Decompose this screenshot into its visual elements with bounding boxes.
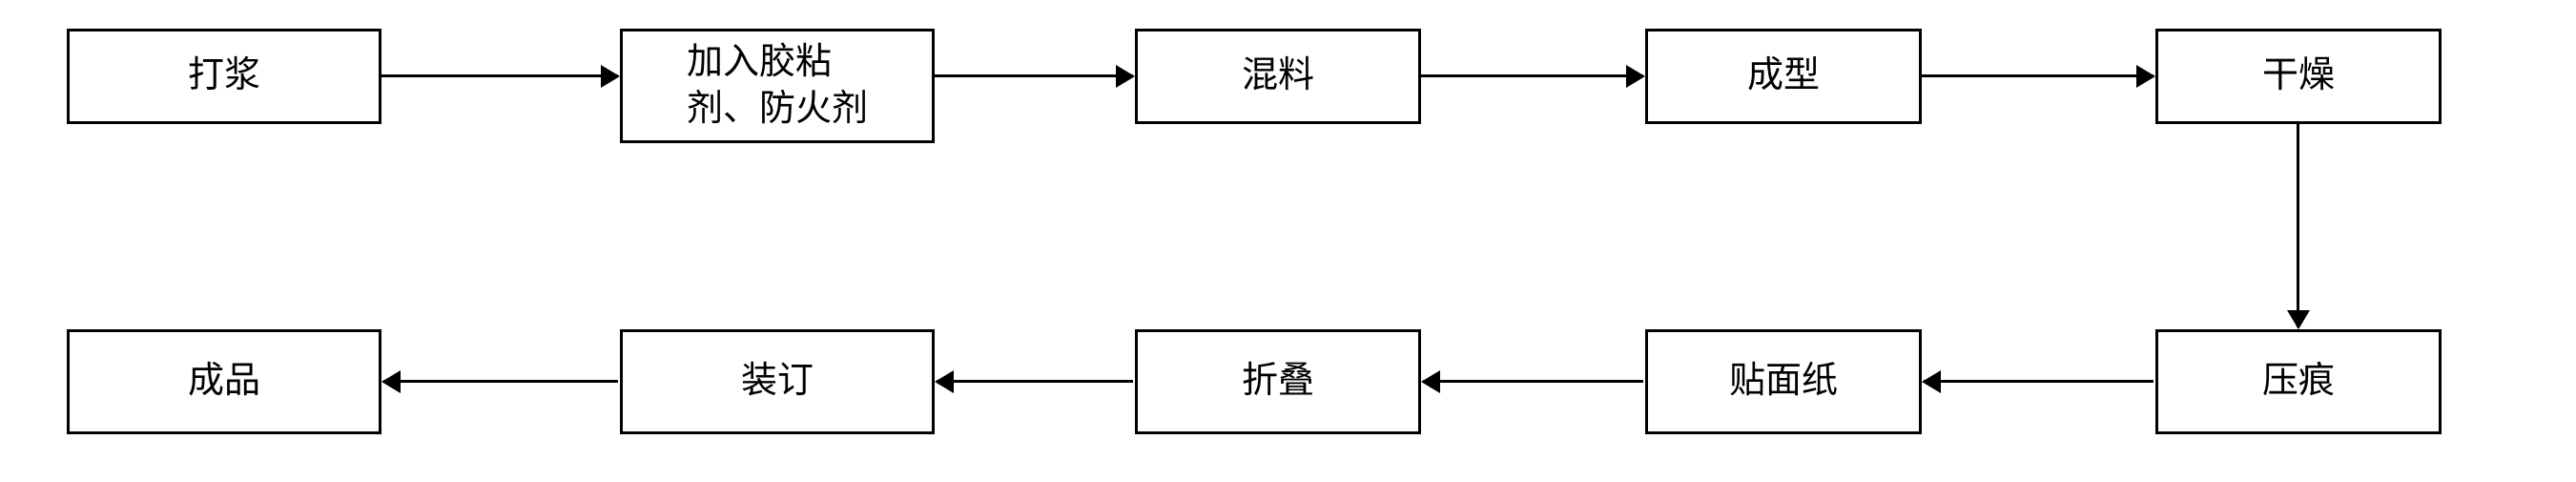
flowchart-edge-n5-n6 [2297,124,2299,327]
node-label: 压痕 [2262,358,2335,405]
node-label: 折叠 [1242,358,1314,405]
node-label: 混料 [1242,52,1314,99]
flowchart-node-n9: 装订 [620,329,935,434]
flowchart-edge-n3-n4 [1421,74,1643,77]
node-label: 加入胶粘剂、防火剂 [687,39,868,134]
flowchart-edge-n1-n2 [381,74,618,77]
node-label: 成型 [1747,52,1820,99]
node-label: 打浆 [188,52,260,99]
flowchart-node-n6: 压痕 [2155,329,2442,434]
node-label: 装订 [741,358,814,405]
flowchart-node-n5: 干燥 [2155,29,2442,124]
flowchart-edge-n2-n3 [935,74,1133,77]
flowchart-node-n1: 打浆 [67,29,381,124]
flowchart-edge-n4-n5 [1922,74,2154,77]
node-label: 成品 [188,358,260,405]
flowchart-edge-n6-n7 [1924,380,2154,383]
flowchart-node-n7: 贴面纸 [1645,329,1922,434]
process-flowchart: 打浆 加入胶粘剂、防火剂 混料 成型 干燥压痕 贴面纸 折叠 装订 成品 [0,0,2576,482]
node-label: 贴面纸 [1729,358,1838,405]
flowchart-node-n3: 混料 [1135,29,1421,124]
node-label: 干燥 [2262,52,2335,99]
flowchart-node-n8: 折叠 [1135,329,1421,434]
flowchart-edge-n9-n10 [383,380,618,383]
flowchart-edge-n7-n8 [1423,380,1643,383]
flowchart-node-n2: 加入胶粘剂、防火剂 [620,29,935,143]
flowchart-edge-n8-n9 [937,380,1133,383]
flowchart-node-n10: 成品 [67,329,381,434]
flowchart-node-n4: 成型 [1645,29,1922,124]
